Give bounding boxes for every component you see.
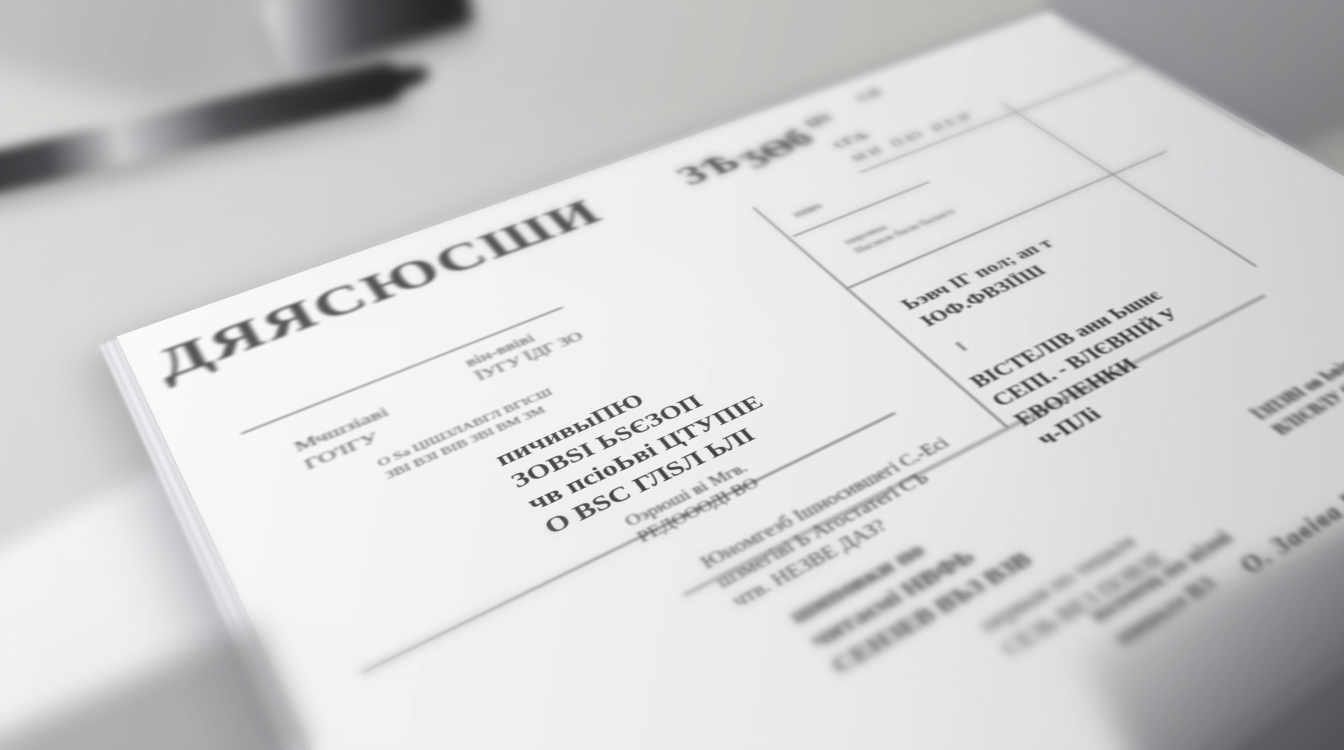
- amount-block: Ьэвч ІГ пол; ап т ЮФ.ФВЗІЇШ: [895, 234, 1080, 330]
- column-label: нивч: [789, 200, 826, 220]
- reference-block-2: він-ввіві ЇУГУ ЇДГ ЗО: [461, 316, 587, 384]
- side-block: ЇЗПЗВІ ов Ьвів ВЛІЄВЛУ ЄЛШЗВКЗ: [1246, 334, 1344, 439]
- corner-mark-1: ЏЅ: [800, 111, 837, 130]
- corner-mark-2: ЄЈЇ: [852, 87, 886, 103]
- rule-meta: [859, 63, 1143, 173]
- tick-mark: І: [950, 338, 972, 354]
